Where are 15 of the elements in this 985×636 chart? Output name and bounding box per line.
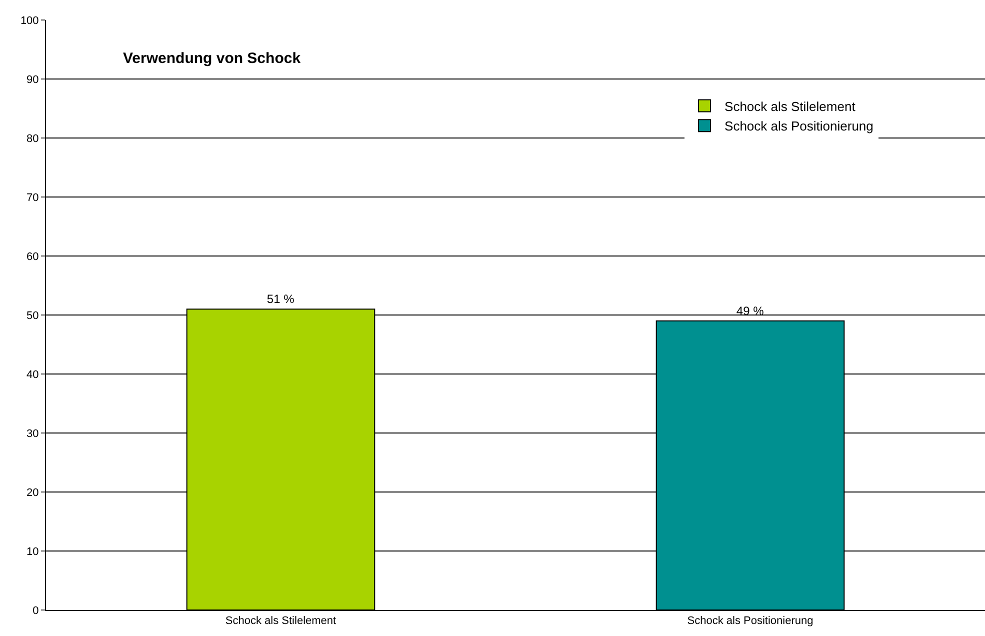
- y-tick-label: 50: [26, 310, 39, 322]
- data-label: 51 %: [266, 292, 295, 306]
- legend-label: Schock als Stilelement: [724, 98, 856, 114]
- y-tick-label: 0: [32, 604, 39, 617]
- y-tick-label: 30: [26, 428, 39, 440]
- y-tick-label: 90: [26, 74, 39, 86]
- y-tick-label: 20: [26, 486, 39, 499]
- y-tick-label: 60: [26, 250, 39, 263]
- y-tick-label: 70: [26, 192, 39, 204]
- y-tick-label: 80: [26, 132, 39, 145]
- y-tick-label: 10: [26, 546, 39, 558]
- legend-label: Schock als Positionierung: [724, 118, 874, 134]
- y-tick-label: 100: [20, 14, 39, 27]
- text: Verwendung von Schock: [123, 50, 302, 67]
- y-tick-label: 40: [26, 368, 39, 381]
